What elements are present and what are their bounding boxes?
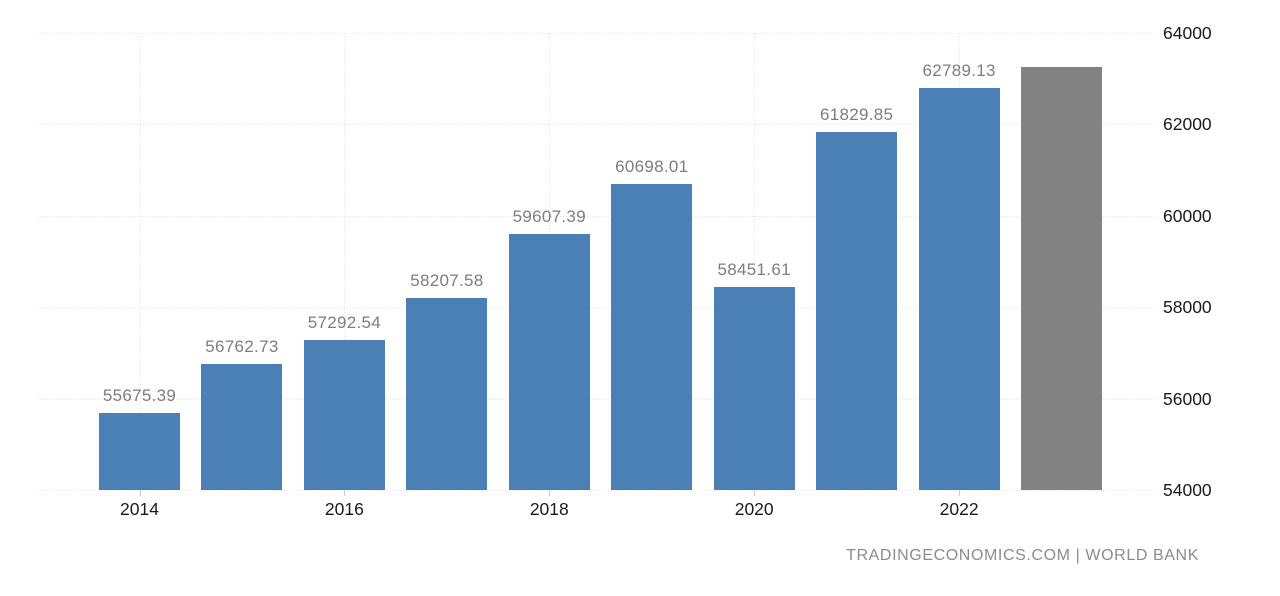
horizontal-gridline-64000 [38,33,1157,34]
bar-2020[interactable] [713,286,795,490]
x-axis-tick-2022 [959,490,961,496]
x-axis-tick-label-2022: 2022 [939,499,979,519]
bar-value-label-2014: 55675.39 [102,386,177,406]
horizontal-gridline-60000 [38,215,1157,217]
bar-value-label-2018: 59607.39 [512,206,586,226]
bar-2015[interactable] [201,363,283,490]
bar-2022[interactable] [918,88,1000,490]
y-axis-tick-label-58000: 58000 [1163,297,1212,318]
bar-value-label-2021: 61829.85 [819,105,894,125]
bar-2023[interactable] [1021,67,1103,490]
bar-value-label-2022: 62789.13 [922,61,996,81]
y-axis-tick-label-60000: 60000 [1163,205,1212,226]
bar-2017[interactable] [406,297,488,490]
bar-value-label-2016: 57292.54 [307,312,382,332]
bar-2018[interactable] [508,233,590,490]
y-axis-tick-label-64000: 64000 [1163,23,1212,43]
x-axis-tick-2020 [754,490,756,496]
y-axis-tick-label-62000: 62000 [1163,114,1212,135]
bar-2019[interactable] [611,183,693,490]
horizontal-gridline-56000 [38,398,1157,400]
bar-value-label-2017: 58207.58 [410,270,484,290]
vertical-gridline-2020 [754,33,756,490]
bar-value-label-2020: 58451.61 [717,259,791,279]
bar-value-label-2019: 60698.01 [615,156,689,176]
horizontal-gridline-54000 [38,490,1157,491]
attribution-text: TRADINGECONOMICS.COM | WORLD BANK [846,547,1199,564]
x-axis-tick-label-2016: 2016 [324,499,364,519]
horizontal-gridline-58000 [38,307,1157,309]
x-axis-tick-label-2020: 2020 [734,499,774,519]
x-axis-tick-2016 [344,490,346,496]
bar-2016[interactable] [303,339,385,490]
y-axis-tick-label-56000: 56000 [1163,388,1212,409]
x-axis-tick-label-2014: 2014 [120,499,159,519]
vertical-gridline-2016 [344,33,346,490]
vertical-gridline-2014 [139,33,141,490]
bar-value-label-2015: 56762.73 [205,336,279,356]
y-axis-tick-label-54000: 54000 [1163,480,1212,500]
x-axis-tick-label-2018: 2018 [529,499,569,519]
bar-2021[interactable] [816,132,898,490]
bar-2014[interactable] [99,413,180,490]
x-axis-tick-2014 [139,490,141,496]
x-axis-tick-2018 [549,490,551,496]
horizontal-gridline-62000 [38,124,1157,126]
